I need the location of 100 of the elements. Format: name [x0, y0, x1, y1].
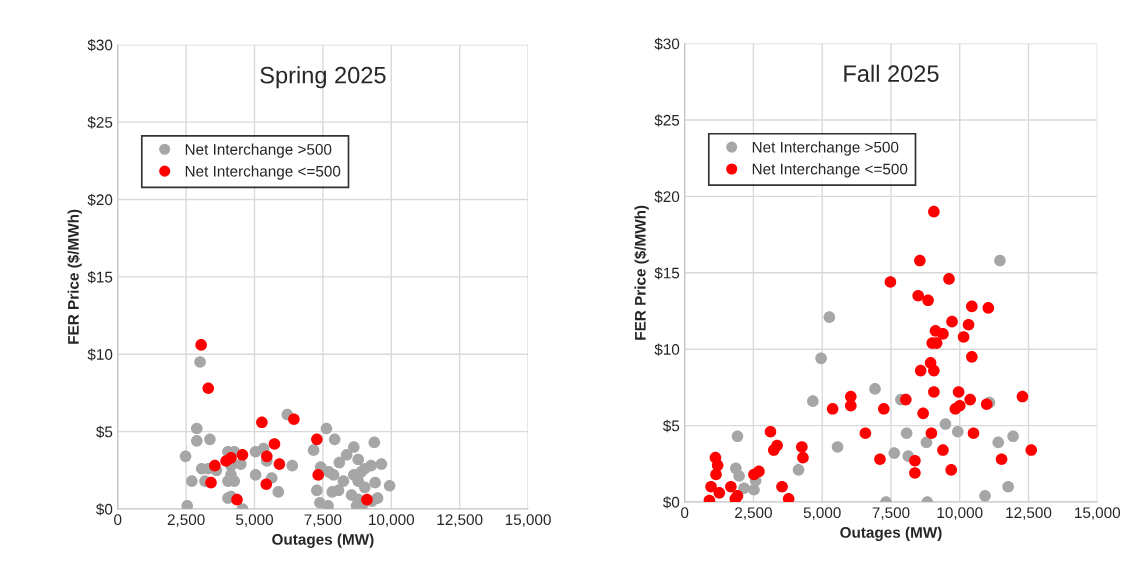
point [831, 441, 844, 453]
y-tick-label: $20 [654, 190, 680, 203]
x-axis-title: Outages (MW) [272, 533, 374, 548]
point [928, 386, 940, 398]
point [946, 315, 958, 328]
y-tick-label: $5 [662, 419, 680, 433]
point [815, 352, 827, 365]
y-tick-label: $5 [96, 425, 113, 439]
point [225, 452, 237, 464]
point [733, 470, 745, 482]
y-tick-label: $0 [96, 503, 113, 516]
point [952, 386, 965, 398]
point [361, 493, 373, 506]
point [909, 467, 921, 479]
point [231, 493, 243, 506]
point [992, 436, 1005, 449]
point [920, 436, 933, 449]
point [312, 469, 325, 481]
point [939, 418, 952, 430]
point [943, 273, 955, 285]
point [288, 413, 300, 426]
point [796, 441, 808, 453]
point [1002, 480, 1014, 493]
x-tick-label: 2,500 [167, 514, 205, 527]
point [205, 476, 217, 489]
point [1016, 390, 1029, 403]
point [771, 439, 783, 452]
point [964, 393, 976, 406]
point [256, 416, 268, 429]
x-tick-label: 15,000 [1075, 507, 1121, 520]
point [261, 450, 273, 463]
point [937, 328, 949, 340]
point [914, 254, 926, 267]
x-tick-label: 5,000 [803, 507, 841, 520]
point [982, 302, 995, 314]
x-tick-label: 5,000 [236, 514, 274, 527]
point [195, 339, 207, 351]
point [928, 205, 940, 218]
point [909, 454, 921, 467]
x-tick-label: 12,500 [437, 514, 483, 527]
legend-label: Net Interchange <=500 [185, 165, 341, 180]
point [994, 254, 1006, 267]
y-axis-title: FER Price ($/MWh) [67, 209, 82, 344]
y-tick-label: $10 [87, 348, 113, 361]
y-tick-label: $25 [654, 114, 680, 127]
point [236, 448, 249, 461]
point [917, 407, 929, 420]
point [928, 364, 940, 377]
y-tick-label: $10 [654, 343, 680, 356]
x-tick-label: 10,000 [369, 514, 415, 527]
x-tick-label: 10,000 [937, 507, 983, 520]
point [888, 447, 901, 459]
point [792, 464, 805, 476]
text: Fall 2025 [844, 64, 939, 82]
point [705, 480, 717, 493]
point [202, 382, 215, 395]
point [731, 430, 744, 443]
point [966, 351, 978, 363]
point [925, 427, 938, 440]
point [764, 425, 777, 438]
point [869, 383, 881, 395]
y-tick-label: $15 [87, 271, 113, 284]
point [995, 453, 1008, 466]
point [922, 294, 934, 307]
point [900, 393, 912, 406]
point [710, 468, 722, 481]
point [776, 480, 788, 493]
y-tick-label: $30 [654, 37, 680, 51]
y-axis-title: FER Price ($/MWh) [634, 205, 649, 340]
y-tick-label: $25 [87, 116, 113, 129]
y-tick-label: $0 [662, 496, 680, 509]
point [912, 289, 925, 302]
point [273, 458, 286, 470]
point [945, 464, 958, 476]
point [884, 276, 897, 288]
legend-label: Net Interchange >500 [185, 143, 332, 158]
point [713, 487, 726, 499]
point [1007, 430, 1019, 443]
point [807, 395, 819, 407]
point [725, 480, 737, 493]
point [797, 451, 809, 464]
x-tick-label: 2,500 [735, 507, 772, 520]
point [952, 425, 964, 438]
point [967, 427, 980, 440]
point [1025, 444, 1038, 456]
point [823, 311, 836, 323]
point [260, 478, 273, 491]
x-axis-title: Outages (MW) [840, 526, 942, 541]
point [311, 433, 323, 446]
legend-label: Net Interchange <=500 [752, 163, 908, 178]
point [878, 402, 890, 415]
x-tick-label: 7,500 [304, 514, 342, 527]
point [900, 427, 913, 440]
legend-label: Net Interchange >500 [752, 141, 899, 156]
point [966, 300, 978, 313]
x-tick-label: 7,500 [872, 507, 910, 520]
point [962, 318, 975, 331]
y-tick-label: $20 [87, 193, 113, 207]
point [859, 427, 872, 440]
x-tick-label: 15,000 [505, 514, 551, 527]
